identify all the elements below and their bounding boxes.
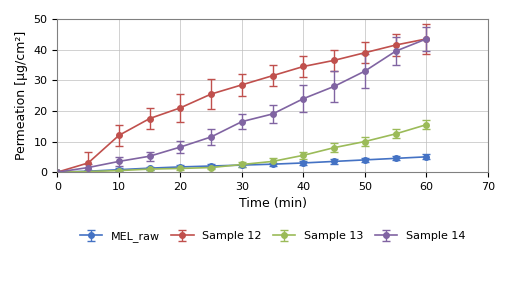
X-axis label: Time (min): Time (min) — [238, 198, 306, 210]
Legend: MEL_raw, Sample 12, Sample 13, Sample 14: MEL_raw, Sample 12, Sample 13, Sample 14 — [75, 227, 469, 246]
Y-axis label: Permeation [μg/cm²]: Permeation [μg/cm²] — [15, 31, 28, 160]
